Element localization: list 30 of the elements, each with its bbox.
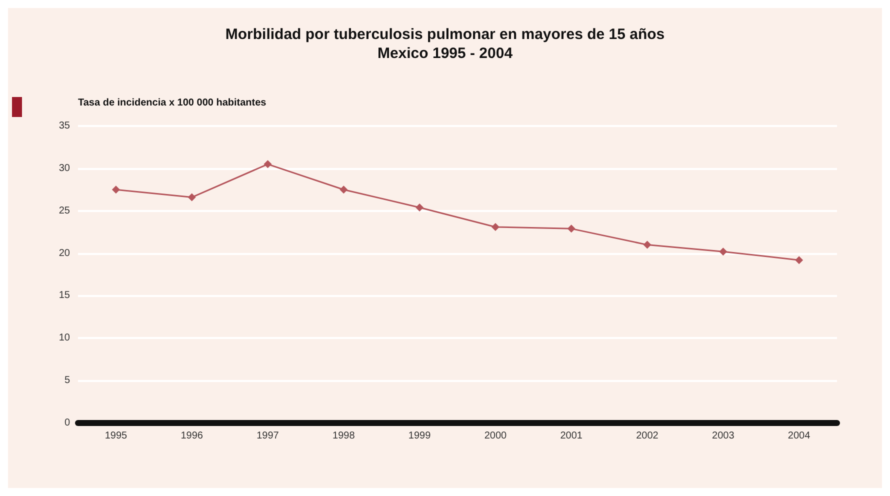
point <box>719 248 728 256</box>
x-tick-label: 2002 <box>636 430 659 442</box>
x-tick-label: 2001 <box>560 430 583 442</box>
y-tick-label: 10 <box>58 332 70 344</box>
x-tick-label: 2000 <box>484 430 508 442</box>
point <box>643 240 652 249</box>
y-axis-title: Tasa de incidencia x 100 000 habitantes <box>78 98 267 108</box>
y-tick-label: 0 <box>64 418 70 428</box>
x-tick-label: 1999 <box>408 430 432 442</box>
x-tick-label: 1998 <box>332 430 356 442</box>
point <box>416 203 424 212</box>
x-tick-label: 2004 <box>788 430 811 442</box>
chart-title: Morbilidad por tuberculosis pulmonar en mayores de 15 años Mexico 1995 - 2004 <box>225 26 665 62</box>
x-tick-label: 1996 <box>180 430 204 442</box>
y-tick-label: 25 <box>58 205 70 216</box>
point <box>264 160 272 168</box>
point <box>340 186 348 194</box>
y-tick-label: 20 <box>58 248 70 259</box>
point <box>112 186 120 194</box>
x-tick-label: 1995 <box>104 430 128 442</box>
y-tick-label: 35 <box>58 120 70 132</box>
y-tick-label: 5 <box>64 375 70 386</box>
y-tick-label: 30 <box>58 162 70 174</box>
point <box>188 193 196 202</box>
y-tick-label: 15 <box>58 290 70 302</box>
x-tick-label: 2003 <box>712 430 735 442</box>
point <box>795 256 804 264</box>
x-tick-label: 1997 <box>256 430 280 442</box>
point <box>567 224 576 233</box>
point <box>491 222 500 231</box>
